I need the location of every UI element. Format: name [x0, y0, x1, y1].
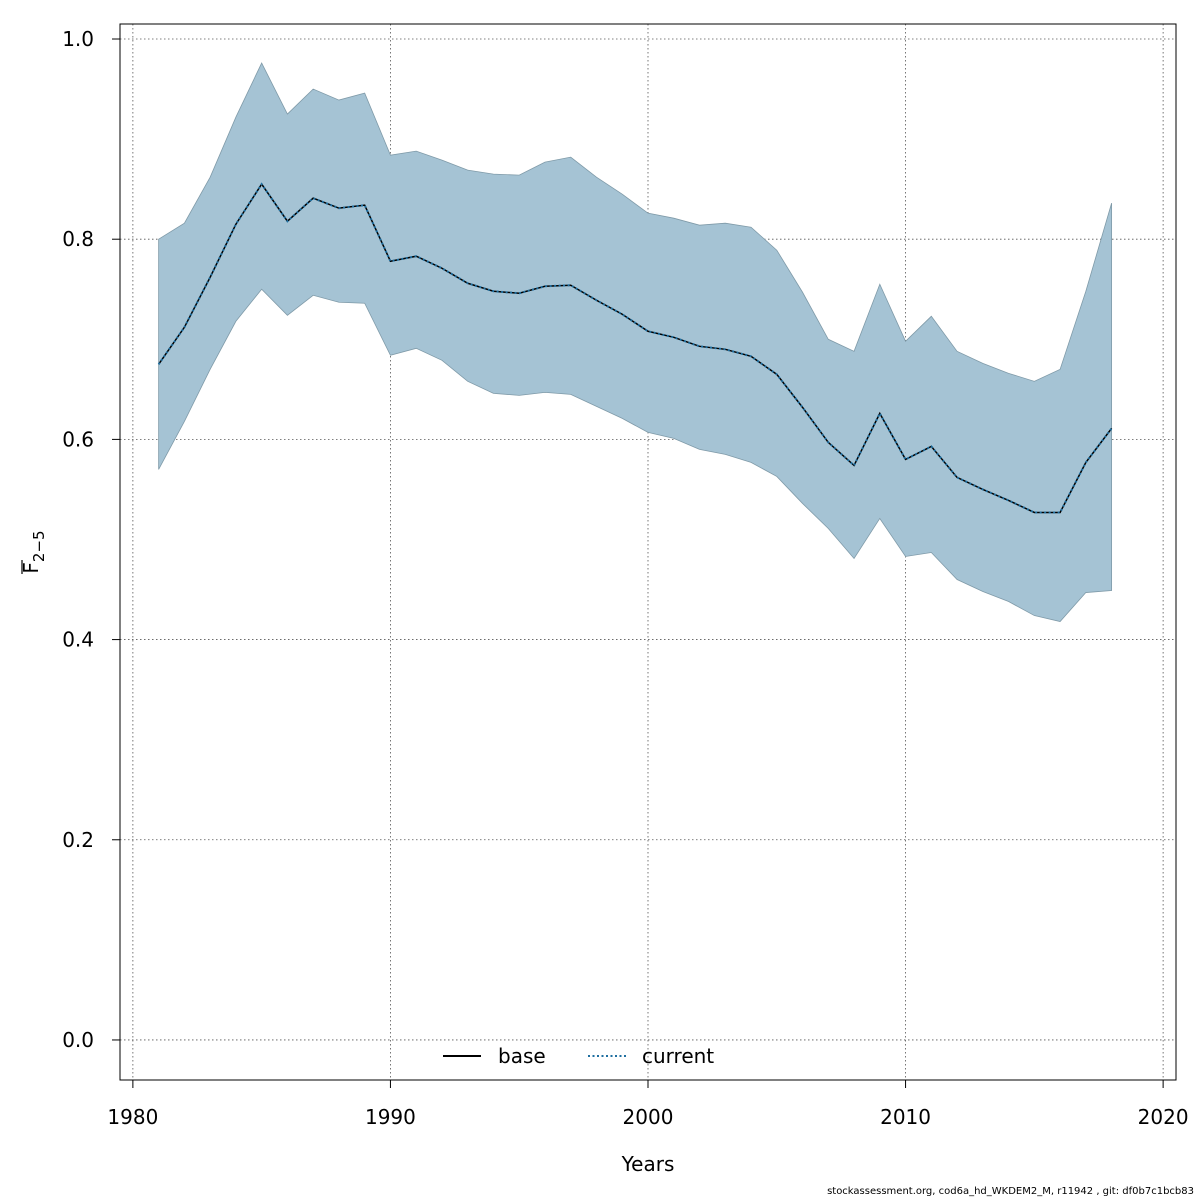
- y-axis-title-subscript: 2−5: [30, 530, 48, 562]
- legend-label-current: current: [642, 1044, 714, 1068]
- x-tick-label: 2020: [1138, 1105, 1189, 1129]
- y-tick-label: 0.4: [62, 628, 94, 652]
- x-tick-label: 2000: [623, 1105, 674, 1129]
- y-tick-label: 0.8: [62, 227, 94, 251]
- legend: base current: [443, 1044, 714, 1068]
- series-line-current: [157, 182, 1113, 514]
- y-axis: 0.0 0.2 0.4 0.6 0.8 1.0: [62, 27, 121, 1052]
- series-lines: [157, 182, 1113, 514]
- confidence-band-area: [158, 62, 1113, 623]
- y-tick-label: 0.6: [62, 427, 94, 451]
- legend-label-base: base: [498, 1044, 546, 1068]
- x-axis: 1980 1990 2000 2010 2020: [107, 1079, 1189, 1129]
- x-axis-title: Years: [621, 1152, 675, 1176]
- y-tick-label: 1.0: [62, 27, 94, 51]
- y-tick-label: 0.2: [62, 828, 94, 852]
- footer-credit: stockassessment.org, cod6a_hd_WKDEM2_M, …: [827, 1186, 1194, 1197]
- y-axis-title-main: F: [19, 562, 43, 574]
- y-tick-label: 0.0: [62, 1028, 94, 1052]
- x-tick-label: 1990: [365, 1105, 416, 1129]
- x-tick-label: 2010: [880, 1105, 931, 1129]
- x-tick-label: 1980: [107, 1105, 158, 1129]
- confidence-band: [158, 62, 1113, 623]
- y-axis-title: F2−5: [19, 530, 48, 573]
